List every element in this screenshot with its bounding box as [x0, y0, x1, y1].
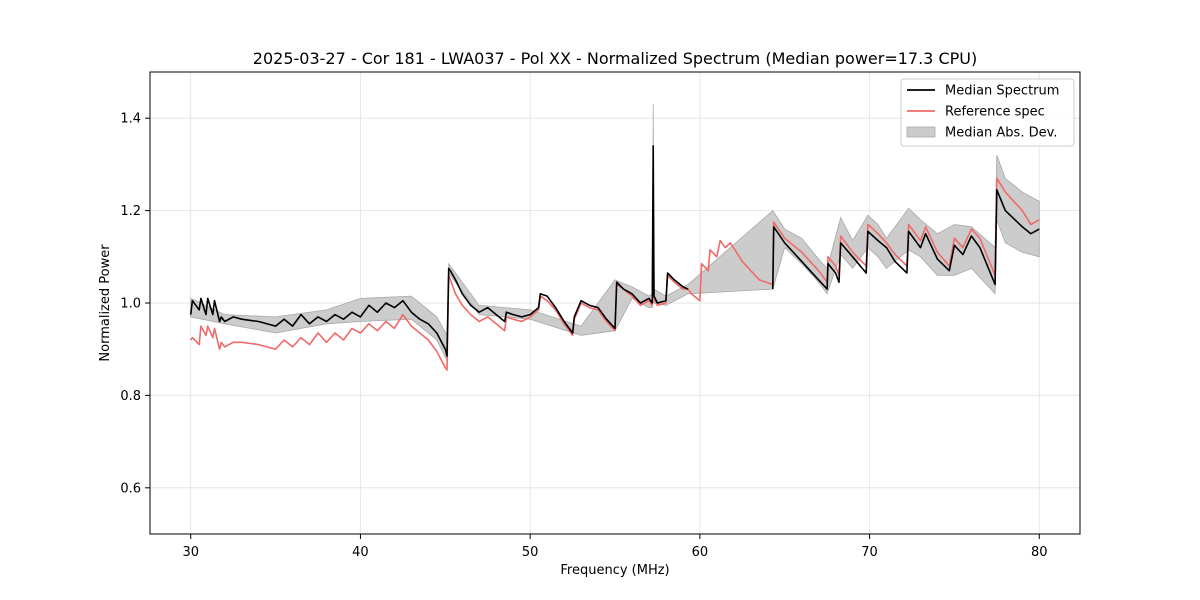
median-spectrum-line: [772, 189, 1040, 290]
y-tick-label: 0.8: [120, 389, 141, 404]
x-tick-label: 50: [522, 545, 539, 560]
legend-box: [900, 78, 1075, 147]
legend-label: Median Spectrum: [945, 84, 1059, 99]
y-axis-label: Normalized Power: [98, 244, 113, 362]
legend-swatch: [906, 126, 936, 138]
y-tick-label: 1.2: [120, 204, 141, 219]
x-axis-label: Frequency (MHz): [560, 563, 669, 578]
x-tick-label: 80: [1031, 545, 1048, 560]
x-tick-label: 70: [861, 545, 878, 560]
y-tick-label: 0.6: [120, 481, 141, 496]
median-spectrum-line: [189, 145, 689, 357]
x-tick-label: 30: [182, 545, 199, 560]
mad-band-area: [190, 104, 1040, 361]
y-axis-ticks: 0.6 0.8 1.0 1.2 1.4: [120, 112, 150, 496]
data-lines: [189, 145, 1040, 371]
y-tick-label: 1.0: [120, 297, 141, 312]
x-tick-label: 60: [692, 545, 709, 560]
legend-label: Reference spec: [945, 105, 1045, 120]
mad-band: [190, 104, 1040, 361]
y-tick-label: 1.4: [120, 112, 141, 127]
x-axis-ticks: 30 40 50 60 70 80: [182, 534, 1048, 560]
x-tick-label: 40: [352, 545, 369, 560]
legend: Median Spectrum Reference spec Median Abs.…: [900, 78, 1075, 147]
legend-label: Median Abs. Dev.: [945, 126, 1057, 141]
chart-title: 2025-03-27 - Cor 181 - LWA037 - Pol XX -…: [253, 49, 977, 68]
